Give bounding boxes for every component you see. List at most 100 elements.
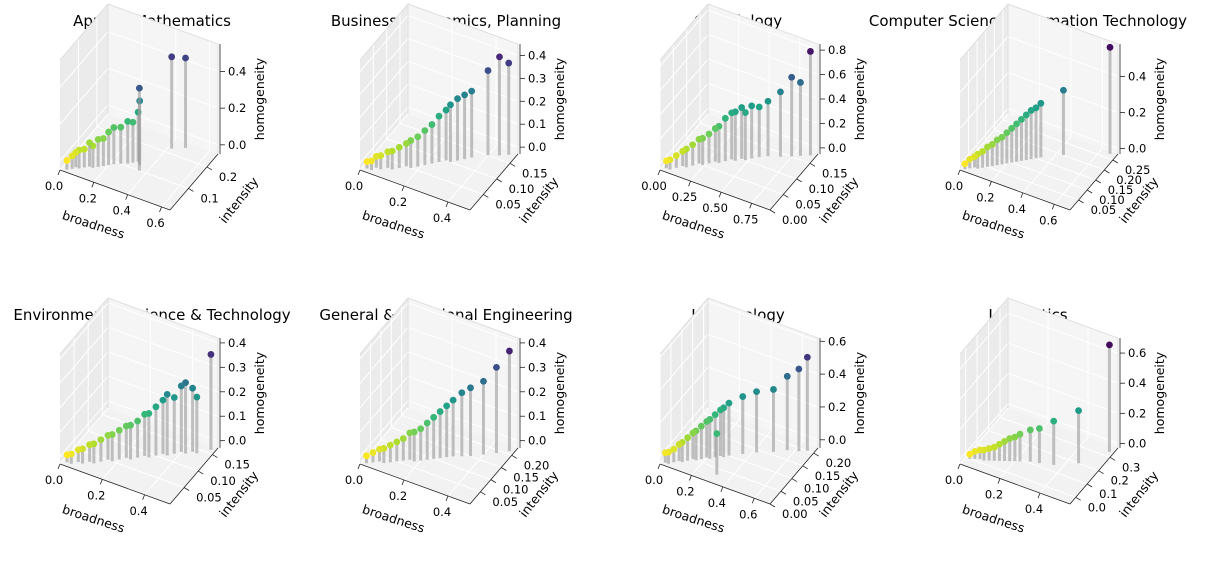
pane-edge xyxy=(359,297,519,448)
data-point xyxy=(393,438,401,446)
y-tick xyxy=(780,490,787,495)
back-pane xyxy=(408,4,518,154)
data-point xyxy=(1008,124,1016,132)
z-tick-label: 0.6 xyxy=(1128,346,1146,360)
z-tick-label: 0.2 xyxy=(228,101,246,115)
left-pane xyxy=(960,298,1008,464)
x-tick-label: 0.4 xyxy=(708,496,726,510)
data-point xyxy=(384,148,392,156)
z-axis-label: homogeneity xyxy=(252,351,267,434)
data-point xyxy=(755,103,763,111)
data-point xyxy=(506,347,513,355)
y-tick xyxy=(769,209,776,214)
data-point xyxy=(1060,86,1067,94)
x-tick xyxy=(357,463,361,470)
x-tick xyxy=(751,498,755,504)
data-point xyxy=(97,436,105,443)
left-pane xyxy=(360,298,408,464)
y-tick xyxy=(1098,470,1104,475)
x-tick-label: 0.0 xyxy=(45,473,63,487)
data-point xyxy=(461,91,468,99)
data-point xyxy=(493,363,500,371)
data-point xyxy=(1106,341,1113,349)
data-point xyxy=(777,88,784,96)
data-point xyxy=(1003,129,1011,137)
data-point xyxy=(417,425,425,433)
x-tick xyxy=(445,495,449,502)
x-tick-label: 0.00 xyxy=(641,179,667,193)
data-point xyxy=(68,152,76,160)
gridline xyxy=(87,321,199,472)
left-pane xyxy=(360,4,408,170)
data-point xyxy=(1022,111,1030,119)
data-point xyxy=(689,429,697,437)
pane-edge xyxy=(359,3,519,154)
data-point xyxy=(447,101,454,109)
pane-edge xyxy=(59,3,219,154)
z-tick-label: 0.4 xyxy=(1128,376,1146,390)
x-tick xyxy=(718,192,722,198)
data-point xyxy=(399,435,407,442)
y-tick-label: 0.05 xyxy=(795,197,821,211)
data-point xyxy=(675,441,683,448)
z-axis-label: homogeneity xyxy=(1152,351,1167,434)
y-tick-label: 0.15 xyxy=(224,458,250,472)
data-point xyxy=(1106,43,1114,51)
x-tick xyxy=(749,203,753,209)
y-tick-label: 0.05 xyxy=(495,197,521,211)
data-point xyxy=(996,440,1003,448)
data-point xyxy=(966,155,974,163)
y-tick xyxy=(212,454,218,458)
y-tick-label: 0.15 xyxy=(513,470,539,484)
z-tick-label: 0.3 xyxy=(528,71,546,85)
data-point xyxy=(436,408,444,415)
z-tick-label: 0.1 xyxy=(528,409,546,423)
x-tick xyxy=(57,169,61,176)
data-point xyxy=(484,67,492,74)
data-point xyxy=(369,449,377,456)
data-point xyxy=(1075,407,1082,415)
x-tick-label: 0.0 xyxy=(345,473,363,487)
data-point xyxy=(993,136,1001,144)
data-point xyxy=(80,145,88,153)
x-tick-label: 0.2 xyxy=(389,195,407,209)
z-tick-label: 0.2 xyxy=(1128,106,1146,120)
data-point xyxy=(783,372,791,380)
z-axis-label: homogeneity xyxy=(852,351,867,434)
data-point xyxy=(703,418,711,425)
x-tick-label: 0.25 xyxy=(672,190,698,204)
x-tick-label: 0.0 xyxy=(645,473,663,487)
y-tick-label: 0.0 xyxy=(1088,500,1106,514)
x-tick xyxy=(957,463,961,470)
y-tick-label: 0.20 xyxy=(1116,173,1142,187)
data-point xyxy=(99,135,107,142)
z-axis-label: homogeneity xyxy=(252,57,267,140)
x-tick xyxy=(1051,204,1055,210)
x-axis-label: broadness xyxy=(361,207,427,241)
data-point xyxy=(1027,107,1035,114)
y-tick-label: 0.1 xyxy=(1099,487,1117,501)
y-tick-label: 0.15 xyxy=(822,166,848,180)
data-point xyxy=(672,152,680,159)
y-tick xyxy=(483,194,489,198)
data-point xyxy=(984,143,991,151)
y-tick-label: 0.2 xyxy=(1111,474,1129,488)
z-tick-label: 0.4 xyxy=(1128,69,1146,83)
data-point xyxy=(803,353,811,361)
y-tick-label: 0.3 xyxy=(1122,460,1140,474)
gridline xyxy=(999,307,1111,458)
x-tick-label: 0.2 xyxy=(676,484,694,498)
x-axis-line xyxy=(359,169,471,211)
data-point xyxy=(480,377,487,385)
data-point xyxy=(449,396,457,404)
x-axis-line xyxy=(959,463,1071,505)
gridline xyxy=(1022,26,1072,194)
y-tick xyxy=(813,452,819,457)
x-tick xyxy=(657,463,661,470)
y-tick xyxy=(511,454,517,459)
y-tick xyxy=(796,178,802,183)
data-point xyxy=(1036,425,1043,432)
data-point xyxy=(971,447,979,455)
subplot-4: Computer Science/Information Technology0… xyxy=(869,3,1187,242)
data-point xyxy=(376,445,383,453)
